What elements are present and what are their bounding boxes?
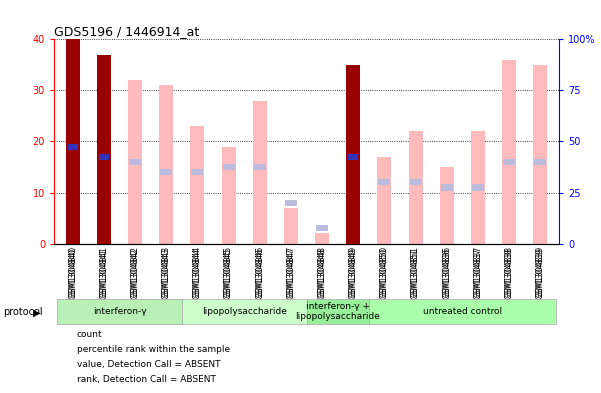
Bar bbox=[315, 233, 329, 244]
Bar bbox=[66, 39, 80, 244]
Bar bbox=[379, 179, 391, 185]
Bar bbox=[285, 200, 297, 206]
Bar bbox=[471, 131, 485, 244]
Text: GSM1304842: GSM1304842 bbox=[130, 246, 139, 297]
Text: GSM1304848: GSM1304848 bbox=[317, 248, 326, 299]
Text: GSM1304837: GSM1304837 bbox=[474, 248, 483, 299]
Bar bbox=[410, 179, 421, 185]
Text: GSM1304849: GSM1304849 bbox=[349, 248, 358, 299]
Bar bbox=[254, 164, 266, 170]
Bar bbox=[159, 85, 173, 244]
Bar bbox=[409, 131, 423, 244]
Text: GSM1304837: GSM1304837 bbox=[474, 246, 483, 298]
Text: GSM1304840: GSM1304840 bbox=[69, 248, 78, 299]
Text: GSM1304841: GSM1304841 bbox=[99, 248, 108, 299]
Bar bbox=[441, 184, 453, 191]
Bar bbox=[253, 101, 267, 244]
Text: GSM1304840: GSM1304840 bbox=[69, 246, 78, 298]
Bar bbox=[68, 143, 78, 150]
Bar bbox=[222, 147, 236, 244]
Text: GSM1304836: GSM1304836 bbox=[442, 248, 451, 299]
Text: ▶: ▶ bbox=[34, 307, 41, 318]
Text: rank, Detection Call = ABSENT: rank, Detection Call = ABSENT bbox=[77, 375, 216, 384]
Text: GSM1304843: GSM1304843 bbox=[162, 246, 171, 298]
Bar bbox=[160, 169, 172, 175]
Bar bbox=[128, 80, 142, 244]
Bar bbox=[191, 126, 204, 244]
Text: GSM1304848: GSM1304848 bbox=[317, 246, 326, 297]
Bar bbox=[307, 299, 369, 324]
Text: GDS5196 / 1446914_at: GDS5196 / 1446914_at bbox=[54, 25, 200, 38]
Text: interferon-γ +
lipopolysaccharide: interferon-γ + lipopolysaccharide bbox=[295, 302, 380, 321]
Text: count: count bbox=[77, 330, 103, 339]
Text: protocol: protocol bbox=[3, 307, 43, 318]
Bar bbox=[503, 159, 515, 165]
Bar bbox=[97, 55, 111, 244]
Bar bbox=[349, 154, 358, 160]
Bar bbox=[222, 164, 234, 170]
Text: GSM1304839: GSM1304839 bbox=[535, 248, 545, 299]
Bar bbox=[182, 299, 307, 324]
Text: interferon-γ: interferon-γ bbox=[93, 307, 147, 316]
Bar bbox=[192, 169, 203, 175]
Text: GSM1304839: GSM1304839 bbox=[535, 246, 545, 298]
Text: GSM1304847: GSM1304847 bbox=[287, 248, 296, 299]
Text: GSM1304836: GSM1304836 bbox=[442, 246, 451, 298]
Text: GSM1304847: GSM1304847 bbox=[287, 246, 296, 298]
Text: GSM1304838: GSM1304838 bbox=[505, 246, 514, 297]
Bar bbox=[369, 299, 556, 324]
Text: GSM1304851: GSM1304851 bbox=[411, 248, 420, 299]
Text: GSM1304845: GSM1304845 bbox=[224, 246, 233, 298]
Text: GSM1304845: GSM1304845 bbox=[224, 248, 233, 299]
Bar bbox=[440, 167, 454, 244]
Bar bbox=[346, 65, 360, 244]
Text: GSM1304843: GSM1304843 bbox=[162, 248, 171, 299]
Text: untreated control: untreated control bbox=[423, 307, 502, 316]
Text: GSM1304841: GSM1304841 bbox=[99, 246, 108, 297]
Bar bbox=[534, 159, 546, 165]
Bar bbox=[377, 157, 391, 244]
Text: lipopolysaccharide: lipopolysaccharide bbox=[202, 307, 287, 316]
Text: GSM1304844: GSM1304844 bbox=[193, 248, 202, 299]
Text: GSM1304850: GSM1304850 bbox=[380, 246, 389, 298]
Bar bbox=[316, 225, 328, 231]
Text: GSM1304849: GSM1304849 bbox=[349, 246, 358, 298]
Bar bbox=[533, 65, 548, 244]
Text: GSM1304851: GSM1304851 bbox=[411, 246, 420, 297]
Text: GSM1304844: GSM1304844 bbox=[193, 246, 202, 298]
Text: GSM1304842: GSM1304842 bbox=[130, 248, 139, 299]
Bar bbox=[57, 299, 182, 324]
Bar bbox=[284, 208, 298, 244]
Text: percentile rank within the sample: percentile rank within the sample bbox=[77, 345, 230, 354]
Text: GSM1304846: GSM1304846 bbox=[255, 246, 264, 298]
Bar bbox=[502, 60, 516, 244]
Bar bbox=[472, 184, 484, 191]
Text: GSM1304846: GSM1304846 bbox=[255, 248, 264, 299]
Text: value, Detection Call = ABSENT: value, Detection Call = ABSENT bbox=[77, 360, 221, 369]
Bar bbox=[129, 159, 141, 165]
Text: GSM1304838: GSM1304838 bbox=[505, 248, 514, 299]
Text: GSM1304850: GSM1304850 bbox=[380, 248, 389, 299]
Bar bbox=[99, 154, 109, 160]
